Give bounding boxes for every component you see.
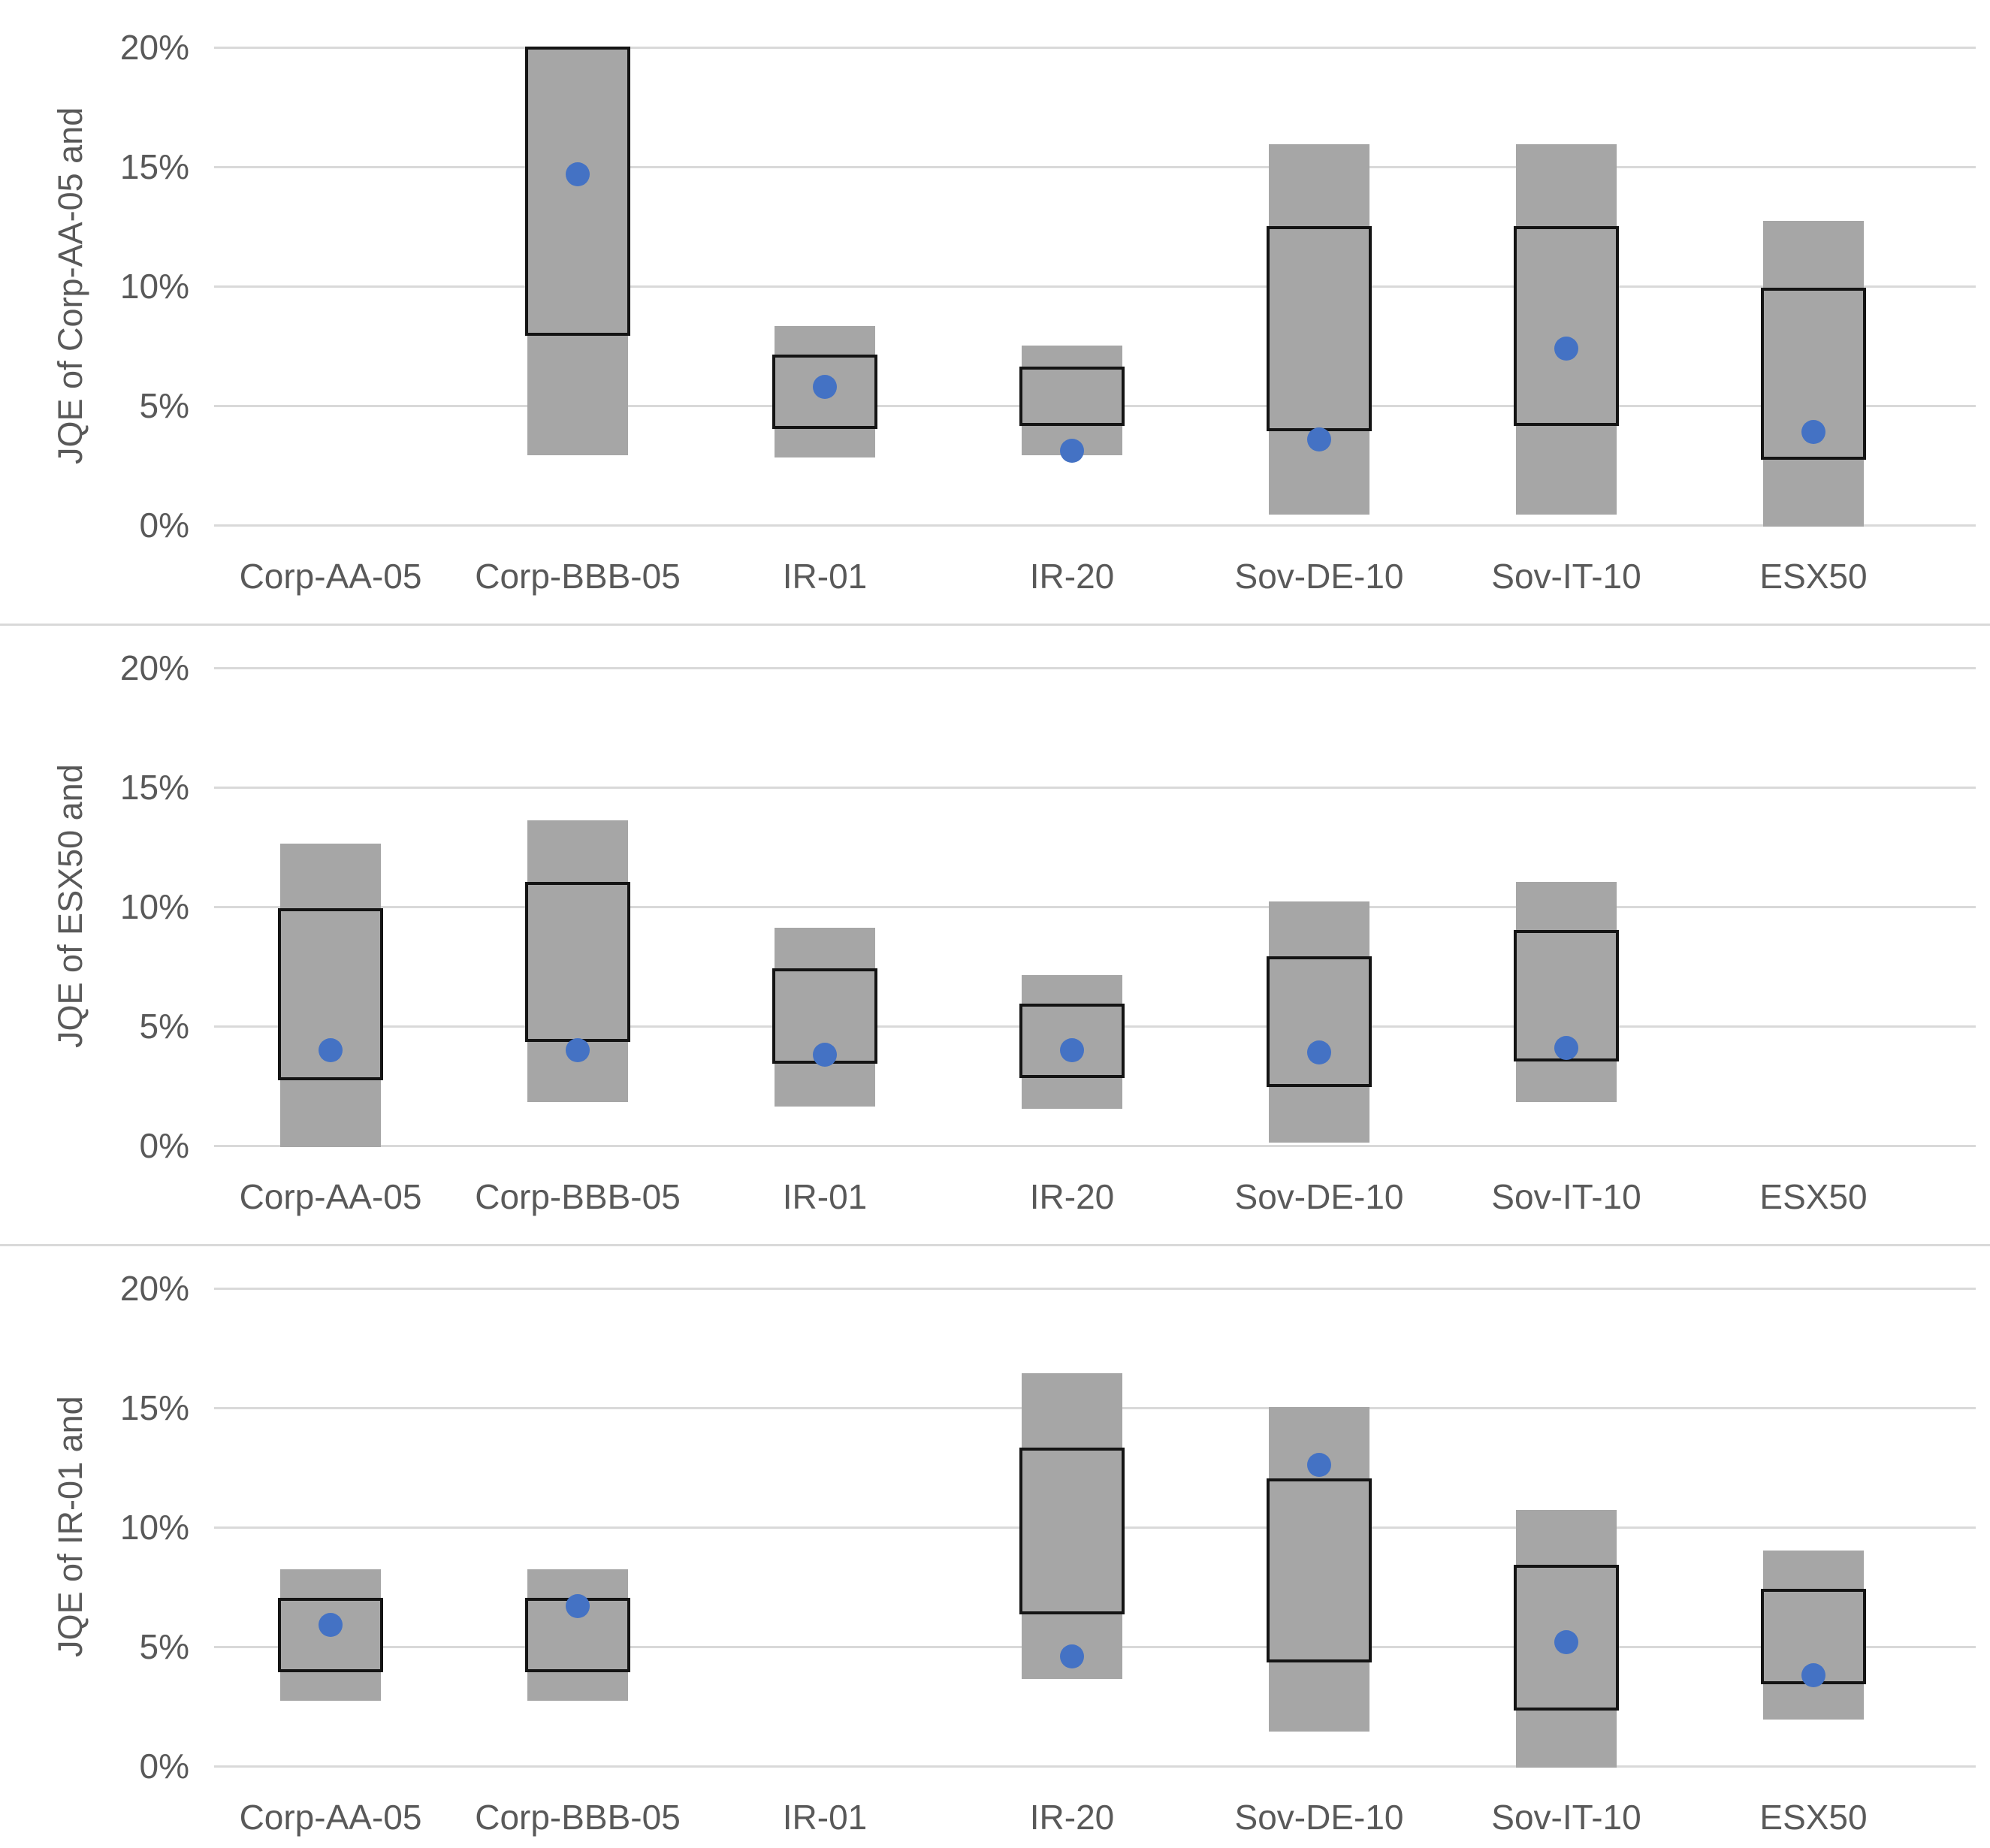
y-axis-tick-label: 5% [139,1007,189,1046]
outer-range-bar [1269,144,1369,515]
category-label: IR-20 [1029,1798,1115,1837]
inner-range-box [1019,1004,1125,1078]
gridline [214,47,1976,49]
inner-range-box [1761,288,1866,460]
outer-range-bar [527,47,628,455]
point-estimate-dot [566,1593,590,1618]
outer-range-bar [1763,221,1864,527]
point-estimate-dot [319,1613,343,1638]
y-axis-tick-label: 20% [119,28,189,67]
outer-range-bar [1763,1550,1864,1720]
outer-range-bar [1022,345,1122,455]
point-estimate-dot [1554,1035,1578,1060]
category-label: IR-20 [1029,557,1115,596]
gridline [214,1765,1976,1768]
point-estimate-dot [1801,1663,1825,1688]
y-axis-tick-label: 15% [119,1388,189,1427]
y-axis-title: JQE of Corp-AA-05 and [51,107,89,464]
inner-range-box [1019,1448,1125,1615]
point-estimate-dot [319,1037,343,1062]
category-label: Corp-BBB-05 [475,1177,681,1216]
category-label: ESX50 [1759,1798,1868,1837]
category-label: Sov-IT-10 [1491,557,1641,596]
inner-range-box [1514,225,1619,427]
outer-range-bar [775,927,875,1107]
category-label: IR-01 [782,1798,868,1837]
point-estimate-dot [813,1043,837,1067]
panel-divider [0,1244,1990,1246]
gridline [214,166,1976,168]
outer-range-bar [527,1569,628,1701]
gridline [214,524,1976,527]
y-axis-tick-label: 15% [119,147,189,186]
category-label: Corp-AA-05 [239,1177,422,1216]
gridline [214,1288,1976,1290]
point-estimate-dot [1554,1629,1578,1654]
category-label: ESX50 [1759,1177,1868,1216]
inner-range-box [1267,956,1372,1088]
gridline [214,667,1976,669]
inner-range-box [1019,367,1125,427]
gridline [214,906,1976,908]
inner-range-box [278,1598,383,1672]
point-estimate-dot [1554,336,1578,361]
point-estimate-dot [1060,1644,1084,1668]
gridline [214,787,1976,789]
y-axis-tick-label: 0% [139,506,189,545]
panel-divider [0,624,1990,626]
point-estimate-dot [1307,1040,1331,1064]
category-label: Corp-BBB-05 [475,557,681,596]
inner-range-box [278,908,383,1080]
point-estimate-dot [566,162,590,186]
inner-range-box [772,355,877,429]
category-label: IR-01 [782,557,868,596]
point-estimate-dot [1307,427,1331,451]
category-label: Corp-AA-05 [239,1798,422,1837]
category-label: IR-20 [1029,1177,1115,1216]
y-axis-tick-label: 0% [139,1747,189,1786]
outer-range-bar [280,844,381,1147]
category-label: Corp-BBB-05 [475,1798,681,1837]
y-axis-title: JQE of IR-01 and [51,1396,89,1657]
y-axis-tick-label: 20% [119,648,189,687]
point-estimate-dot [566,1037,590,1062]
point-estimate-dot [1060,439,1084,464]
inner-range-box [1514,1564,1619,1711]
y-axis-tick-label: 5% [139,386,189,425]
gridline [214,1145,1976,1147]
point-estimate-dot [813,374,837,399]
category-label: Sov-IT-10 [1491,1177,1641,1216]
y-axis-title: JQE of ESX50 and [51,764,89,1048]
gridline [214,285,1976,288]
outer-range-bar [1022,1373,1122,1680]
inner-range-box [1267,1478,1372,1663]
outer-range-bar [1516,882,1617,1102]
y-axis-tick-label: 10% [119,267,189,306]
point-estimate-dot [1060,1037,1084,1062]
category-label: IR-01 [782,1177,868,1216]
category-label: Corp-AA-05 [239,557,422,596]
category-label: Sov-DE-10 [1234,1177,1404,1216]
category-label: Sov-IT-10 [1491,1798,1641,1837]
y-axis-tick-label: 20% [119,1269,189,1308]
outer-range-bar [1516,144,1617,515]
outer-range-bar [1269,901,1369,1143]
y-axis-tick-label: 0% [139,1126,189,1165]
inner-range-box [525,47,630,336]
y-axis-tick-label: 15% [119,768,189,807]
y-axis-tick-label: 10% [119,887,189,926]
inner-range-box [525,882,630,1043]
inner-range-box [1267,225,1372,431]
y-axis-tick-label: 5% [139,1627,189,1666]
point-estimate-dot [1801,419,1825,444]
category-label: ESX50 [1759,557,1868,596]
category-label: Sov-DE-10 [1234,557,1404,596]
category-label: Sov-DE-10 [1234,1798,1404,1837]
point-estimate-dot [1307,1453,1331,1478]
y-axis-tick-label: 10% [119,1508,189,1547]
